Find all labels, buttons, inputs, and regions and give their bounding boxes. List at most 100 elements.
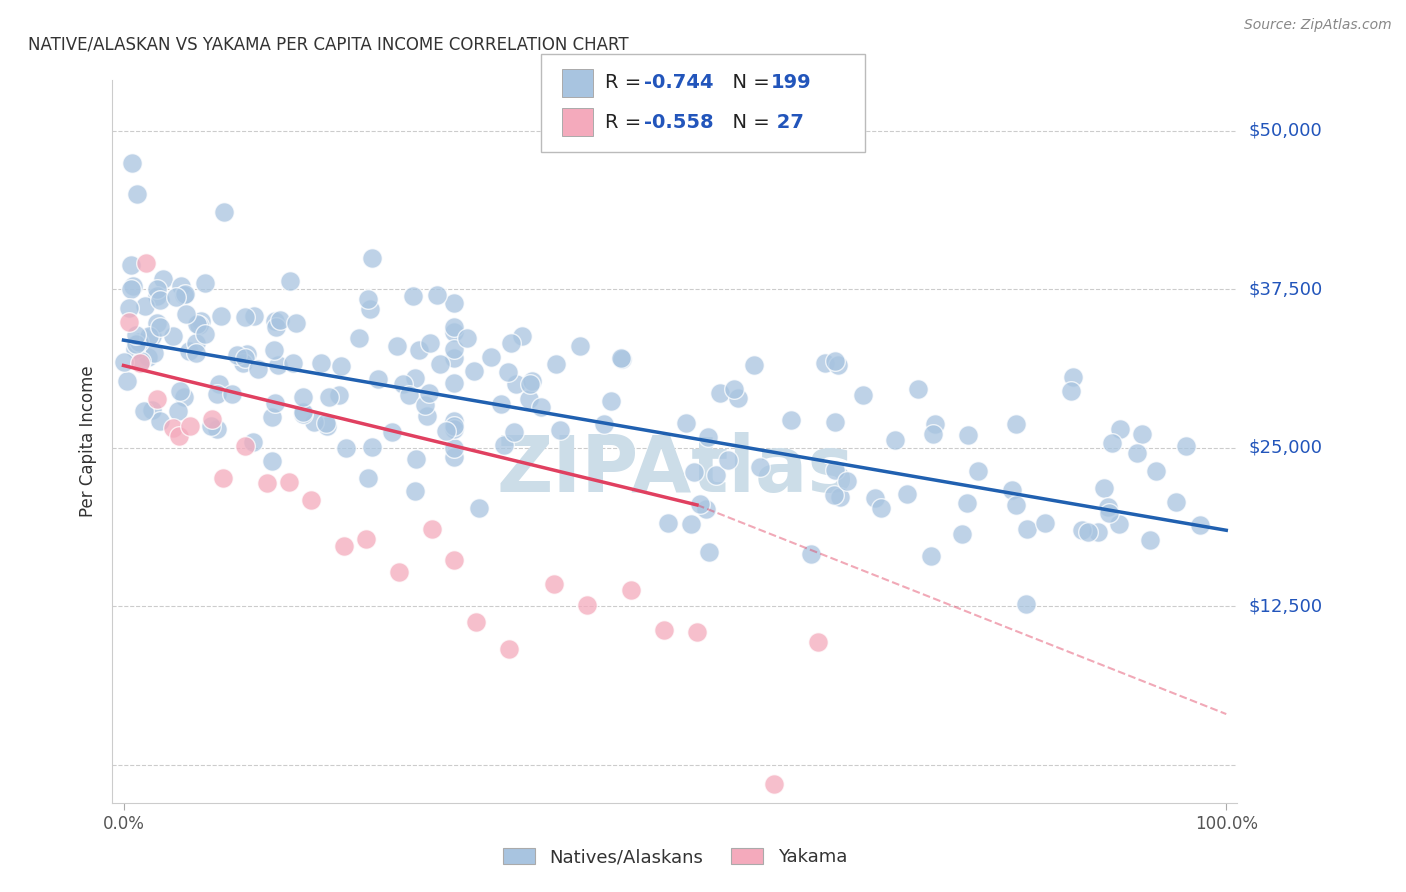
Point	[233, 310, 256, 324]
Point	[162, 421, 184, 435]
Point	[610, 351, 633, 365]
Point	[443, 342, 465, 356]
Point	[456, 330, 478, 344]
Point	[697, 430, 720, 444]
Legend: Natives/Alaskans, Yakama: Natives/Alaskans, Yakama	[495, 840, 855, 873]
Point	[896, 487, 918, 501]
Point	[125, 337, 148, 351]
Point	[143, 345, 166, 359]
Point	[1004, 498, 1026, 512]
Point	[146, 282, 169, 296]
Point	[124, 342, 146, 356]
Text: $50,000: $50,000	[1249, 122, 1322, 140]
Point	[1062, 369, 1084, 384]
Point	[870, 500, 893, 515]
Point	[205, 387, 228, 401]
Text: -0.744: -0.744	[644, 73, 713, 93]
Point	[221, 387, 243, 401]
Point	[544, 357, 567, 371]
Point	[149, 320, 172, 334]
Point	[280, 274, 302, 288]
Point	[548, 423, 571, 437]
Point	[138, 328, 160, 343]
Point	[1015, 597, 1038, 611]
Y-axis label: Per Capita Income: Per Capita Income	[79, 366, 97, 517]
Point	[247, 362, 270, 376]
Point	[205, 422, 228, 436]
Point	[828, 490, 851, 504]
Point	[232, 355, 254, 369]
Point	[657, 516, 679, 530]
Point	[146, 289, 169, 303]
Point	[709, 385, 731, 400]
Point	[950, 527, 973, 541]
Point	[267, 358, 290, 372]
Text: N =: N =	[720, 112, 776, 132]
Point	[201, 411, 224, 425]
Point	[419, 336, 441, 351]
Point	[285, 317, 308, 331]
Point	[152, 272, 174, 286]
Point	[1166, 495, 1188, 509]
Point	[233, 351, 256, 366]
Point	[122, 279, 145, 293]
Point	[132, 404, 155, 418]
Point	[443, 414, 465, 428]
Point	[128, 334, 150, 349]
Point	[186, 336, 208, 351]
Point	[264, 395, 287, 409]
Text: 27: 27	[770, 112, 804, 132]
Point	[118, 316, 141, 330]
Point	[129, 354, 152, 368]
Point	[112, 355, 135, 369]
Point	[318, 390, 340, 404]
Point	[1098, 506, 1121, 520]
Point	[256, 475, 278, 490]
Point	[683, 465, 706, 479]
Point	[517, 392, 540, 406]
Point	[263, 343, 285, 357]
Point	[167, 429, 190, 443]
Point	[243, 310, 266, 324]
Point	[115, 374, 138, 388]
Point	[1015, 522, 1038, 536]
Point	[443, 418, 465, 433]
Point	[177, 343, 200, 358]
Point	[799, 547, 821, 561]
Point	[233, 439, 256, 453]
Point	[498, 642, 520, 657]
Point	[824, 354, 846, 368]
Point	[443, 319, 465, 334]
Point	[479, 350, 502, 364]
Point	[1108, 517, 1130, 532]
Point	[361, 251, 384, 265]
Point	[184, 346, 207, 360]
Point	[134, 299, 156, 313]
Point	[302, 415, 325, 429]
Point	[827, 358, 849, 372]
Point	[468, 500, 491, 515]
Point	[1005, 417, 1028, 431]
Point	[922, 427, 945, 442]
Point	[824, 463, 846, 477]
Point	[357, 470, 380, 484]
Point	[173, 288, 195, 302]
Point	[388, 565, 411, 579]
Point	[689, 498, 711, 512]
Point	[956, 496, 979, 510]
Text: $37,500: $37,500	[1249, 280, 1323, 299]
Point	[593, 417, 616, 431]
Point	[125, 328, 148, 343]
Point	[141, 402, 163, 417]
Point	[281, 355, 304, 369]
Point	[443, 450, 465, 465]
Point	[120, 283, 142, 297]
Point	[522, 374, 544, 388]
Point	[413, 398, 436, 412]
Point	[309, 356, 332, 370]
Point	[165, 289, 187, 303]
Point	[600, 393, 623, 408]
Point	[465, 615, 488, 630]
Point	[174, 307, 197, 321]
Point	[392, 377, 415, 392]
